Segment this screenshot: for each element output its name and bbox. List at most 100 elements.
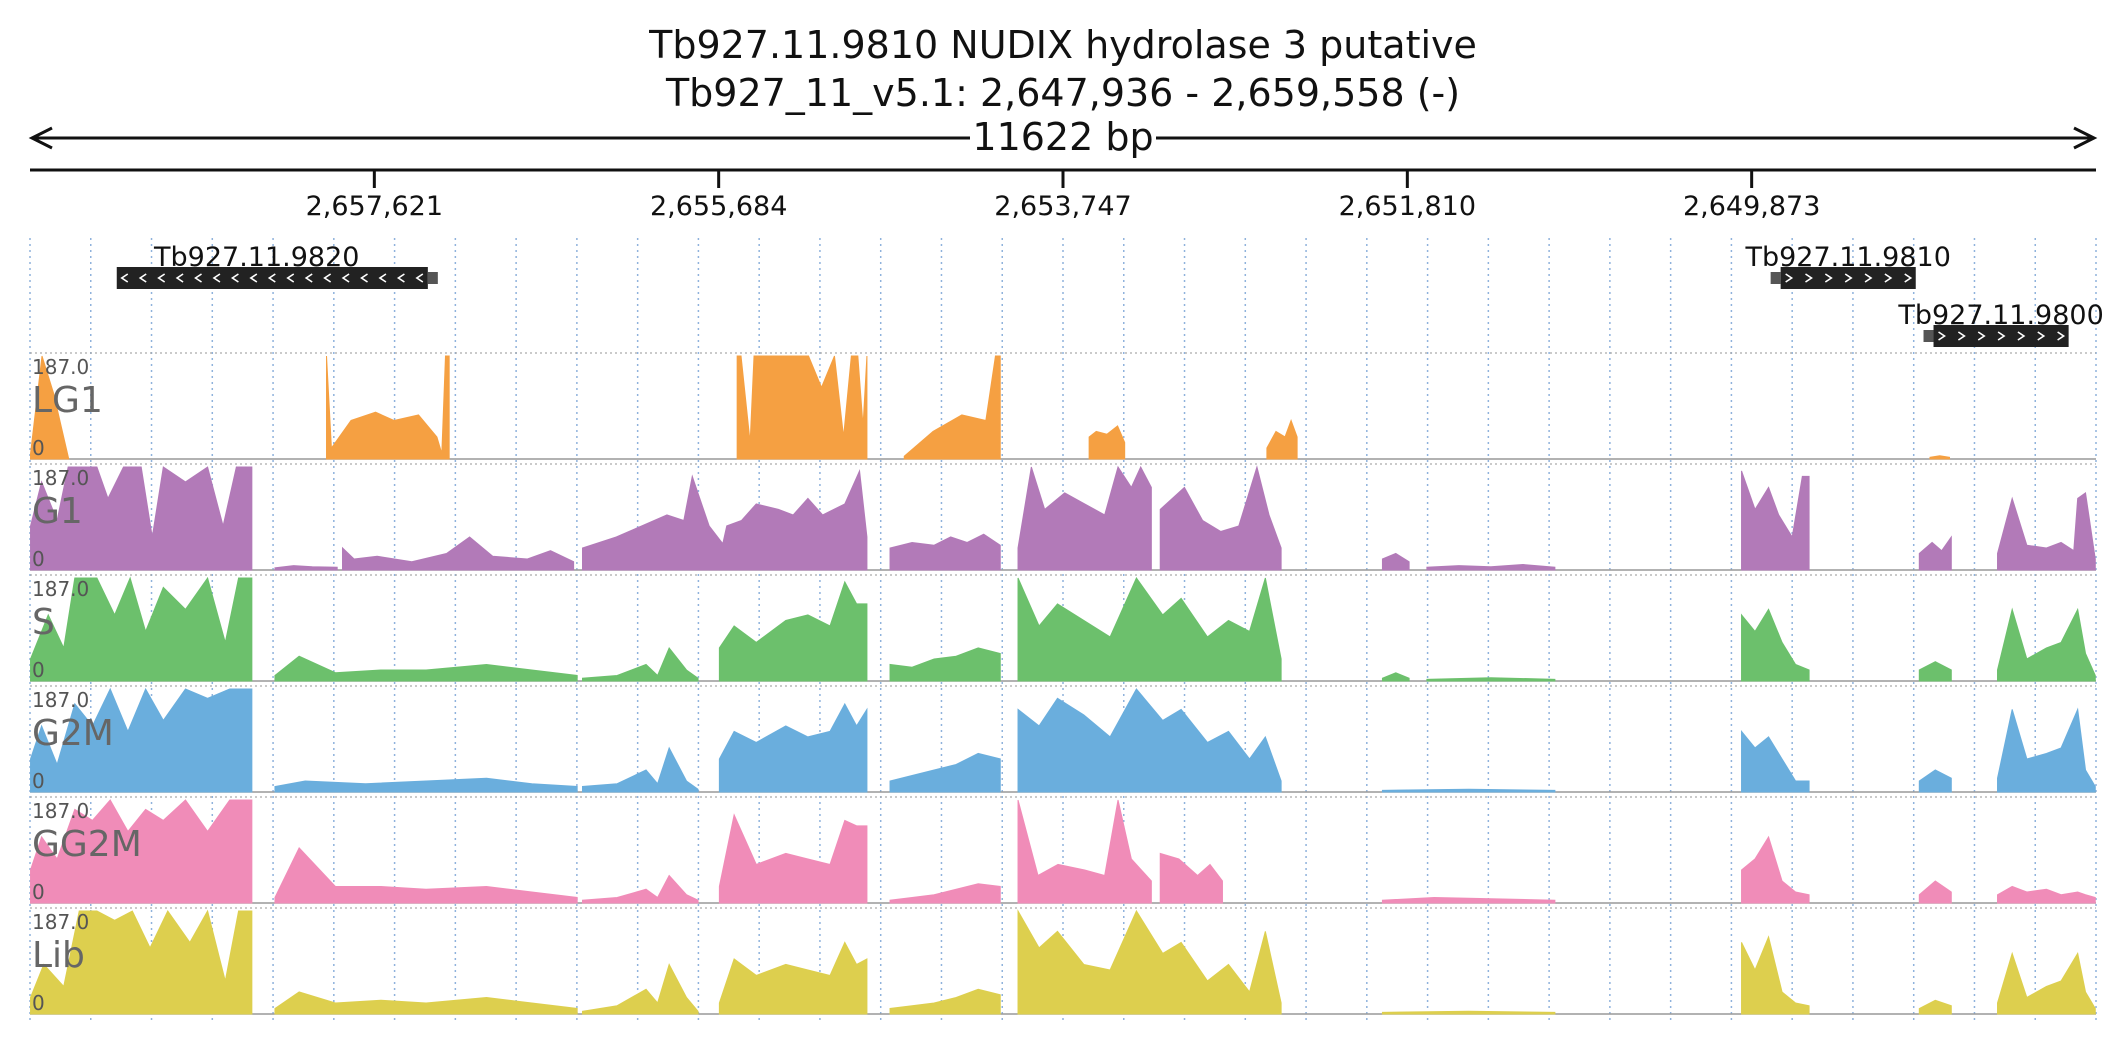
coverage-area-lib (1381, 1010, 1556, 1015)
gene-strand-chevron (1805, 273, 1813, 283)
gene-strand-chevron (360, 273, 368, 283)
coordinate-axis: 2,657,621 2,655,684 2,653,747 2,651,810 2,64… (30, 168, 2096, 222)
coverage-area-gg2m (1997, 885, 2096, 904)
span-arrow-right (2073, 126, 2098, 150)
coverage-area-s (1997, 607, 2096, 682)
gene-utr (1923, 330, 1934, 342)
coverage-area-lg1 (1929, 455, 1951, 460)
coverage-area-g2m (581, 746, 699, 793)
track-name: S (32, 602, 55, 643)
coverage-area-gg2m (1017, 799, 1152, 904)
track-name: LG1 (32, 380, 103, 421)
gene-strand-chevron (157, 273, 166, 283)
coverage-area-s (1741, 608, 1810, 682)
gene-strand-chevron (304, 273, 313, 283)
coverage-area-lib (581, 963, 699, 1015)
gene-strand-chevron (230, 273, 239, 283)
coverage-area-lib (1997, 951, 2096, 1015)
gene-strand-chevron (1785, 273, 1794, 283)
track-scale-min: 0 (32, 991, 45, 1015)
coverage-area-gg2m (889, 883, 1001, 904)
coverage-area-g1 (1017, 465, 1152, 571)
coverage-area-lib (274, 991, 578, 1015)
axis-tick-label: 2,649,873 (1683, 191, 1820, 222)
track-name: Lib (32, 935, 85, 976)
title-locus: Tb927_11_v5.1: 2,647,936 - 2,659,558 (-) (665, 71, 1460, 115)
gene-strand-chevron (138, 273, 147, 283)
track-name: G1 (32, 491, 83, 532)
span-ruler: 11622 bp (28, 115, 2098, 159)
gene-strand-chevron (2057, 331, 2066, 341)
coverage-area-lg1 (30, 355, 70, 460)
gene-strand-chevron (1938, 331, 1946, 341)
gene-body (116, 267, 428, 289)
gene-strand-chevron (120, 273, 129, 283)
coverage-area-g2m (1741, 730, 1810, 793)
coverage-area-g1 (342, 536, 575, 571)
coverage-area-g1 (274, 565, 338, 571)
coverage-area-lg1 (903, 355, 1001, 460)
coverage-area-gg2m (1918, 880, 1952, 904)
track-scale-min: 0 (32, 436, 45, 460)
gene-body (1933, 325, 2069, 347)
gene-strand-chevron (1957, 331, 1966, 341)
coverage-area-s (889, 647, 1001, 682)
coverage-area-gg2m (718, 813, 868, 904)
coverage-area-lib (718, 941, 868, 1015)
coverage-area-gg2m (1159, 852, 1223, 904)
span-label: 11622 bp (972, 115, 1153, 159)
gene-strand-chevron (249, 273, 258, 283)
coverage-area-s (1017, 576, 1282, 682)
gene-strand-chevron (341, 273, 350, 283)
gene-strand-chevron (1824, 273, 1833, 283)
track-name: GG2M (32, 824, 142, 865)
track-scale-max: 187.0 (32, 355, 89, 379)
coverage-area-lib (1741, 935, 1810, 1015)
coverage-area-g1 (1741, 470, 1810, 571)
gene-strand-chevron (286, 273, 295, 283)
coverage-area-gg2m (30, 799, 253, 904)
coverage-area-g1 (889, 533, 1001, 571)
coverage-area-lg1 (326, 355, 450, 460)
gene-strand-chevron (1864, 273, 1873, 283)
coverage-area-lg1 (1266, 418, 1298, 460)
coverage-area-s (1381, 672, 1410, 682)
track-name: G2M (32, 713, 114, 754)
gene-strand-chevron (396, 273, 405, 283)
coverage-area-s (581, 646, 699, 682)
coverage-area-gg2m (581, 874, 699, 904)
coverage-area-s (718, 580, 868, 682)
coverage-area-lib (1017, 909, 1282, 1015)
coverage-area-g1 (1159, 465, 1282, 571)
coverage-area-gg2m (274, 847, 578, 904)
coverage-area-s (274, 655, 578, 682)
coverage-area-s (30, 576, 253, 682)
coverage-area-g1 (718, 468, 868, 571)
gene-strand-chevron (323, 273, 332, 283)
gene-strand-chevron (194, 273, 202, 283)
axis-tick-label: 2,655,684 (650, 191, 787, 222)
coverage-area-g2m (889, 752, 1001, 793)
track-scale-max: 187.0 (32, 688, 89, 712)
coverage-area-gg2m (1741, 835, 1810, 904)
gene-strand-chevron (1884, 273, 1893, 283)
coverage-area-g2m (1381, 788, 1556, 793)
coverage-area-g2m (1997, 707, 2096, 793)
gene-utr (427, 272, 438, 284)
track-scale-max: 187.0 (32, 577, 89, 601)
span-arrow-left (28, 126, 53, 150)
gene-body (1780, 267, 1916, 289)
track-scale-min: 0 (32, 880, 45, 904)
coverage-tracks: 187.00LG1187.00G1187.00S187.00G2M187.00G… (30, 352, 2096, 1015)
coverage-area-g1 (30, 466, 253, 571)
track-scale-max: 187.0 (32, 466, 89, 490)
axis-tick-label: 2,657,621 (306, 191, 443, 222)
gene-strand-chevron (415, 273, 424, 283)
coverage-area-g1 (1997, 492, 2096, 571)
coverage-area-g1 (1381, 552, 1410, 571)
coverage-area-lib (889, 988, 1001, 1015)
gene-strand-chevron (267, 273, 276, 283)
gene-strand-chevron (212, 273, 221, 283)
track-scale-min: 0 (32, 547, 45, 571)
